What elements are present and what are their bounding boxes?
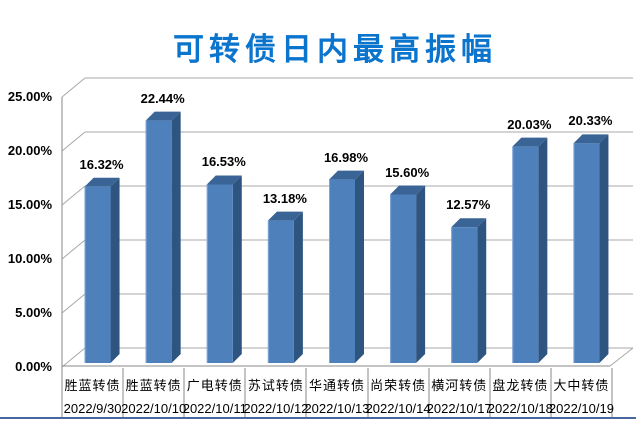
bar-front-face	[451, 227, 478, 363]
bar-side-face	[538, 137, 548, 363]
bar-side-face	[355, 170, 364, 363]
category-date-cell: 2022/9/30	[63, 401, 122, 416]
gridline-depth-connector	[61, 185, 86, 206]
bar-side-face	[171, 111, 181, 363]
bar-front-face	[206, 184, 233, 363]
bar-value-label: 15.60%	[385, 164, 430, 180]
bar-value-label: 13.18%	[262, 190, 307, 206]
bar-front-face	[390, 194, 417, 363]
bar-top-face	[206, 175, 242, 185]
bar-top-face	[84, 177, 120, 187]
category-date-cell: 2022/10/12	[243, 401, 309, 416]
bar-front-face	[512, 146, 539, 363]
y-tick-label: 0.00%	[15, 359, 52, 374]
category-name-cell: 横河转债	[431, 377, 488, 393]
gridline-depth-connector	[61, 347, 86, 368]
bar-value-label: 20.03%	[507, 116, 552, 132]
bottom-border-line	[0, 417, 636, 419]
floor-right-edge	[609, 347, 634, 367]
bar-front-face	[573, 143, 600, 363]
category-name-cell: 大中转债	[553, 377, 610, 393]
bar-value-label: 16.53%	[201, 154, 246, 170]
bar-side-face	[232, 175, 242, 363]
category-name-cell: 广电转债	[186, 377, 243, 393]
gridline-depth-connector	[61, 77, 86, 98]
bar-value-label: 22.44%	[140, 90, 185, 106]
y-tick-label: 25.00%	[7, 89, 52, 104]
bar-value-label: 12.57%	[446, 197, 491, 213]
bar-top-face	[329, 170, 364, 180]
category-name-cell: 盘龙转债	[492, 377, 549, 393]
y-tick-label: 5.00%	[15, 305, 52, 320]
y-tick-label: 15.00%	[7, 197, 52, 212]
bar-top-face	[451, 218, 487, 228]
bar-top-face	[390, 185, 426, 195]
chart-title: 可转债日内最高振幅	[173, 32, 497, 68]
bar-value-label: 16.32%	[79, 156, 124, 172]
gridline-depth-connector	[61, 131, 86, 152]
category-date-cell: 2022/10/14	[365, 401, 431, 416]
bar-front-face	[145, 120, 172, 363]
bar-top-face	[145, 111, 181, 121]
category-name-cell: 华通转债	[308, 377, 365, 393]
bar-front-face	[329, 179, 355, 363]
category-date-cell: 2022/10/10	[121, 401, 187, 416]
gridline-depth-connector	[61, 293, 86, 314]
bar-top-face	[267, 211, 303, 221]
category-date-cell: 2022/10/13	[304, 401, 370, 416]
bar-side-face	[416, 185, 426, 363]
bar-side-face	[477, 218, 487, 363]
bar-top-face	[512, 137, 548, 147]
gridline-depth-connector	[61, 239, 86, 260]
bar-front-face	[267, 220, 294, 363]
category-name-cell: 尚荣转债	[370, 377, 427, 393]
category-name-cell: 苏试转债	[247, 377, 304, 393]
y-tick-label: 20.00%	[7, 143, 52, 158]
category-date-cell: 2022/10/18	[487, 401, 553, 416]
category-name-cell: 胜蓝转债	[64, 377, 121, 393]
category-name-cell: 胜蓝转债	[125, 377, 182, 393]
category-date-cell: 2022/10/19	[548, 401, 614, 416]
category-date-cell: 2022/10/11	[182, 401, 247, 416]
bar-top-face	[573, 134, 609, 144]
bar-value-label: 16.98%	[323, 149, 369, 165]
category-date-cell: 2022/10/17	[426, 401, 492, 416]
bar-side-face	[599, 134, 609, 363]
bar-side-face	[110, 177, 120, 363]
bar-side-face	[293, 211, 303, 363]
y-tick-label: 10.00%	[7, 251, 52, 266]
bar-value-label: 20.33%	[568, 113, 613, 129]
bar-front-face	[84, 186, 111, 363]
